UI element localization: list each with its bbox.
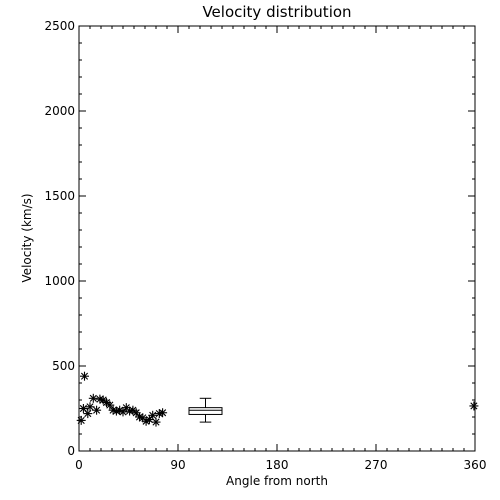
velocity-box-plot: [188, 397, 223, 423]
y-axis-ticks: [79, 25, 475, 452]
data-point-asterisk: [105, 400, 115, 410]
x-tick-label: 180: [266, 458, 289, 472]
x-axis-ticks: [78, 26, 476, 451]
y-tick-label: 2500: [44, 19, 75, 33]
data-points: [76, 371, 479, 427]
y-tick-label: 0: [67, 444, 75, 458]
x-tick-label: 0: [75, 458, 83, 472]
data-point-asterisk: [469, 401, 479, 411]
y-tick-label: 2000: [44, 104, 75, 118]
data-point-asterisk: [92, 405, 102, 415]
data-point-asterisk: [80, 371, 89, 381]
y-tick-label: 1500: [44, 189, 75, 203]
data-point-asterisk: [76, 415, 86, 425]
y-axis-tick-labels: 0 500 1000 1500 2000 2500: [44, 19, 75, 458]
data-point-asterisk: [83, 409, 93, 419]
x-tick-label: 270: [365, 458, 388, 472]
chart-title: Velocity distribution: [202, 3, 351, 21]
x-axis-tick-labels: 0 90 180 270 360: [75, 458, 486, 472]
x-tick-label: 90: [170, 458, 185, 472]
y-tick-label: 1000: [44, 274, 75, 288]
data-point-asterisk: [158, 408, 168, 418]
x-tick-label: 360: [464, 458, 487, 472]
data-point-asterisk: [151, 417, 161, 427]
y-axis-label: Velocity (km/s): [20, 193, 34, 282]
data-point-asterisk: [85, 402, 95, 412]
data-point-asterisk: [88, 393, 98, 403]
boxplot-box: [188, 407, 223, 415]
x-axis-label: Angle from north: [226, 474, 328, 488]
y-tick-label: 500: [52, 359, 75, 373]
